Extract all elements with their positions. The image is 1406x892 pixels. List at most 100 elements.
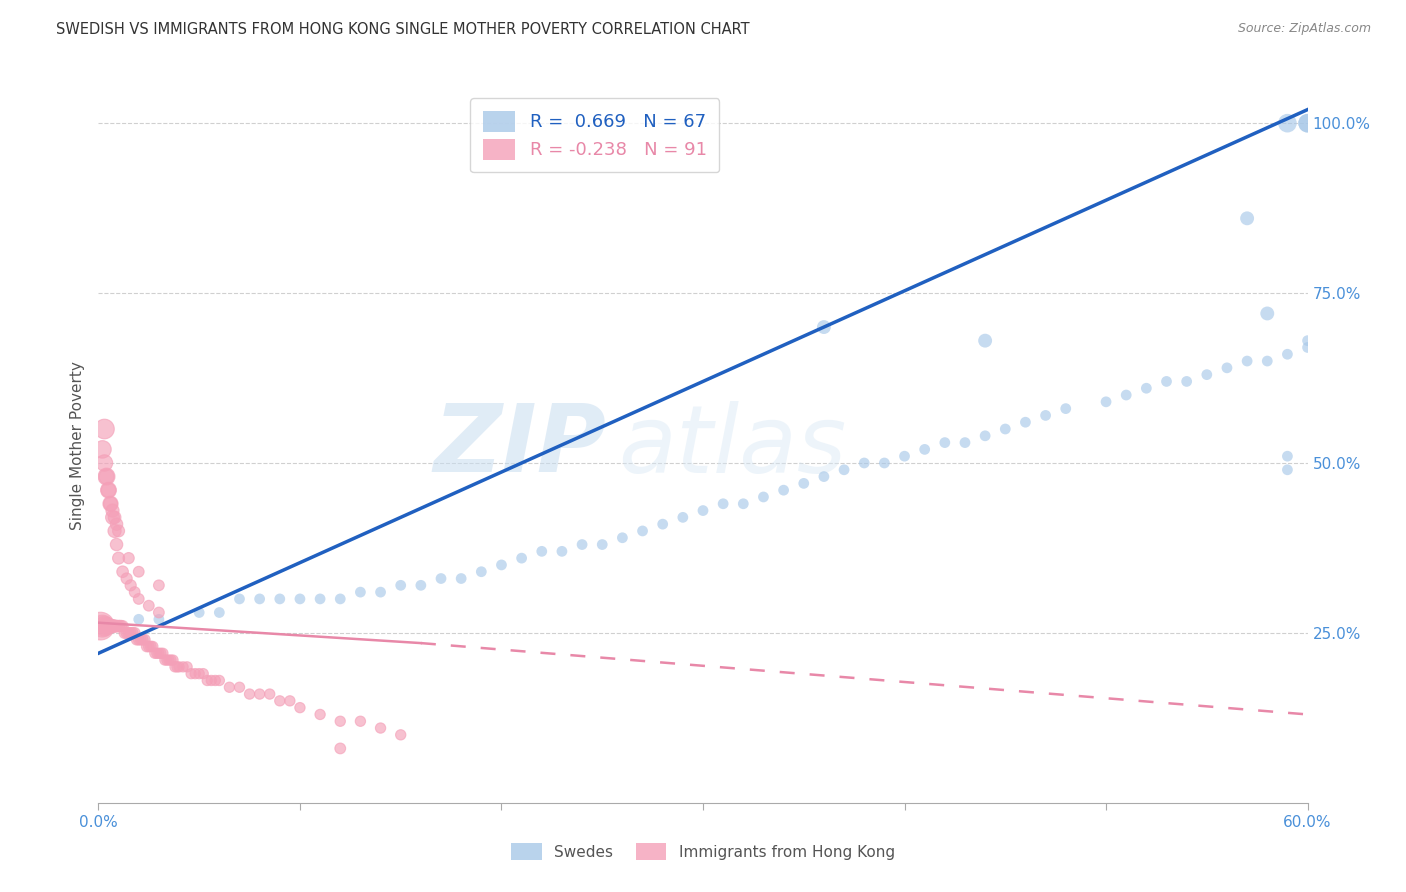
Point: [96, 469, 118, 483]
Point: [1296, 341, 1319, 355]
Point: [309, 591, 332, 606]
Point: [612, 531, 634, 545]
Point: [142, 640, 165, 654]
Point: [176, 660, 198, 674]
Point: [491, 558, 513, 572]
Point: [974, 334, 997, 348]
Point: [832, 463, 855, 477]
Point: [370, 585, 392, 599]
Point: [1095, 394, 1118, 409]
Point: [1035, 409, 1057, 423]
Point: [128, 591, 150, 606]
Point: [105, 517, 128, 532]
Y-axis label: Single Mother Poverty: Single Mother Poverty: [69, 361, 84, 531]
Point: [1296, 334, 1319, 348]
Point: [1014, 415, 1036, 429]
Point: [96, 619, 118, 633]
Point: [1277, 449, 1299, 463]
Point: [93, 422, 115, 436]
Point: [349, 585, 371, 599]
Point: [101, 510, 124, 524]
Point: [934, 435, 956, 450]
Text: SWEDISH VS IMMIGRANTS FROM HONG KONG SINGLE MOTHER POVERTY CORRELATION CHART: SWEDISH VS IMMIGRANTS FROM HONG KONG SIN…: [56, 22, 749, 37]
Point: [953, 435, 976, 450]
Point: [793, 476, 815, 491]
Point: [329, 591, 352, 606]
Point: [1256, 354, 1278, 368]
Point: [114, 626, 136, 640]
Point: [195, 673, 218, 688]
Point: [269, 694, 291, 708]
Point: [278, 694, 301, 708]
Point: [96, 469, 118, 483]
Point: [672, 510, 695, 524]
Point: [157, 653, 180, 667]
Point: [370, 721, 392, 735]
Point: [288, 591, 311, 606]
Point: [180, 666, 202, 681]
Point: [873, 456, 896, 470]
Point: [1195, 368, 1218, 382]
Point: [813, 469, 835, 483]
Point: [162, 653, 184, 667]
Point: [160, 653, 183, 667]
Point: [752, 490, 775, 504]
Point: [163, 660, 186, 674]
Point: [91, 442, 114, 457]
Point: [101, 503, 124, 517]
Point: [228, 591, 250, 606]
Point: [631, 524, 654, 538]
Point: [118, 551, 141, 566]
Point: [1236, 354, 1258, 368]
Point: [97, 483, 120, 498]
Text: ZIP: ZIP: [433, 400, 606, 492]
Point: [149, 646, 172, 660]
Point: [103, 524, 125, 538]
Point: [105, 537, 128, 551]
Point: [218, 680, 240, 694]
Point: [249, 687, 271, 701]
Point: [143, 646, 166, 660]
Text: Source: ZipAtlas.com: Source: ZipAtlas.com: [1237, 22, 1371, 36]
Point: [115, 572, 138, 586]
Point: [208, 606, 231, 620]
Point: [204, 673, 226, 688]
Point: [530, 544, 553, 558]
Point: [259, 687, 281, 701]
Point: [91, 619, 114, 633]
Point: [470, 565, 492, 579]
Point: [349, 714, 371, 729]
Point: [208, 673, 231, 688]
Point: [772, 483, 794, 498]
Point: [107, 551, 129, 566]
Point: [184, 666, 207, 681]
Point: [128, 632, 150, 647]
Point: [1216, 360, 1239, 375]
Point: [813, 320, 835, 334]
Point: [692, 503, 714, 517]
Point: [100, 497, 122, 511]
Point: [101, 619, 124, 633]
Point: [551, 544, 574, 558]
Point: [1236, 211, 1258, 226]
Point: [914, 442, 936, 457]
Point: [1277, 463, 1299, 477]
Point: [129, 632, 152, 647]
Point: [148, 612, 170, 626]
Point: [134, 632, 156, 647]
Point: [120, 578, 142, 592]
Point: [1256, 306, 1278, 320]
Point: [103, 619, 125, 633]
Point: [152, 646, 174, 660]
Point: [118, 626, 141, 640]
Point: [121, 626, 143, 640]
Point: [111, 619, 134, 633]
Point: [103, 510, 125, 524]
Point: [733, 497, 755, 511]
Point: [430, 572, 453, 586]
Point: [138, 640, 160, 654]
Point: [139, 640, 162, 654]
Point: [107, 619, 129, 633]
Point: [288, 700, 311, 714]
Point: [135, 640, 157, 654]
